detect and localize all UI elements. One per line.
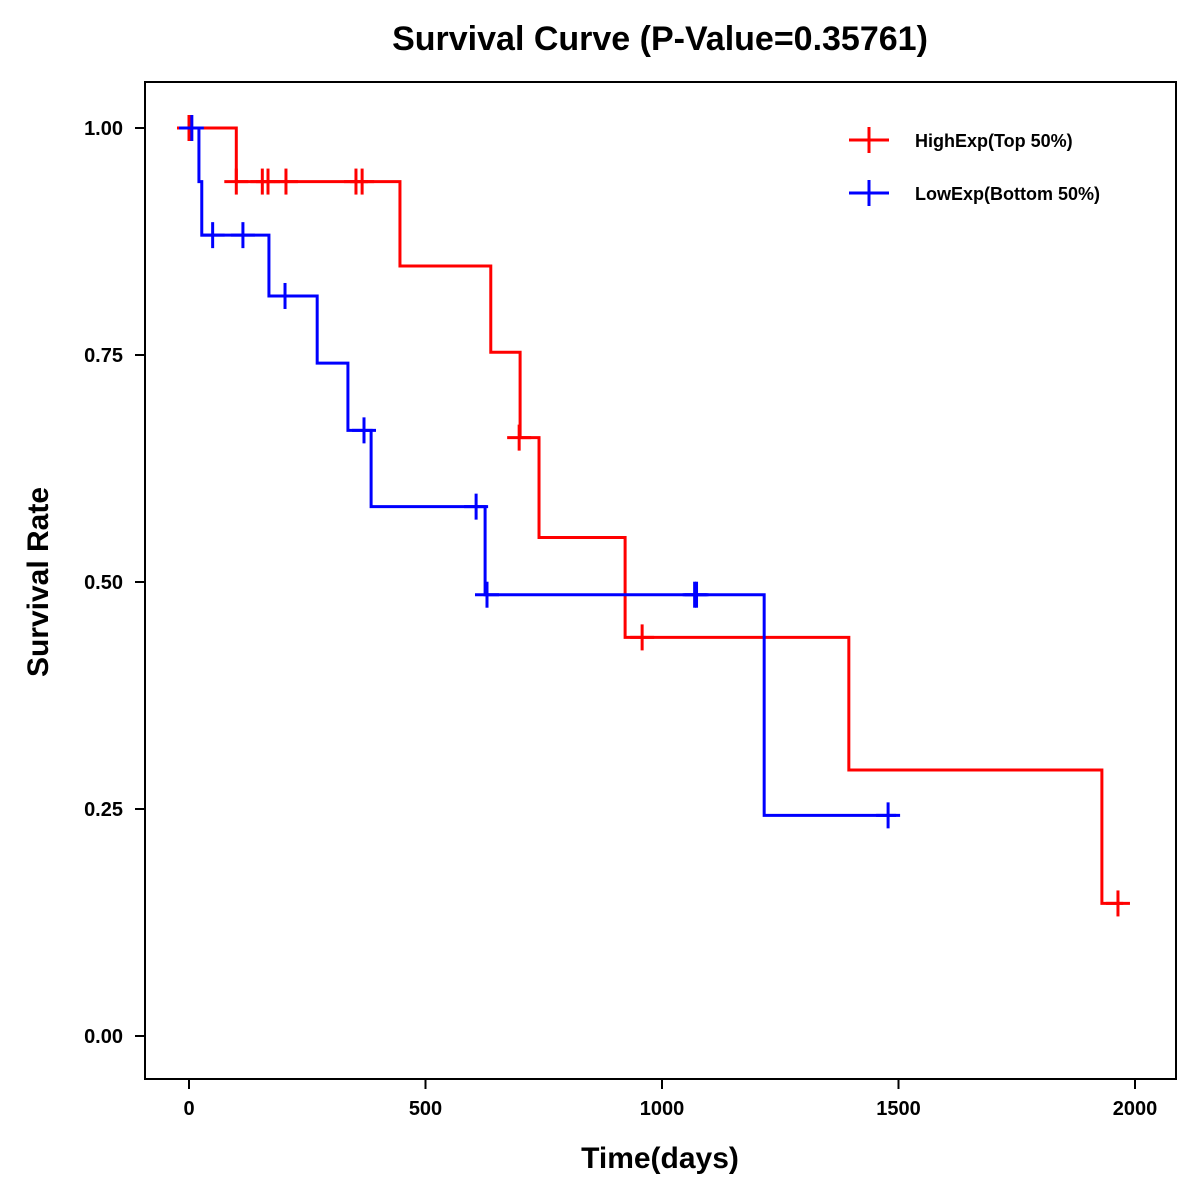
y-tick-label: 0.75: [84, 345, 123, 367]
x-axis-label: Time(days): [581, 1142, 739, 1175]
y-axis: 0.00 0.25 0.50 0.75 1.00: [84, 118, 145, 1048]
y-axis-label: Survival Rate: [22, 487, 55, 677]
censor-mark: [876, 802, 901, 829]
censor-mark: [464, 493, 489, 520]
censor-mark: [474, 581, 499, 608]
curves: [177, 115, 1130, 917]
censor-mark: [1105, 890, 1130, 917]
y-tick-label: 0.50: [84, 572, 123, 594]
censor-mark: [179, 115, 204, 141]
legend-label: LowExp(Bottom 50%): [915, 184, 1100, 204]
censor-mark: [224, 168, 249, 195]
x-tick-label: 1000: [640, 1098, 685, 1120]
censor-mark: [630, 624, 655, 651]
y-tick-label: 0.25: [84, 799, 123, 821]
survival-curve-line: [179, 126, 897, 817]
survival-curve-line: [179, 126, 1124, 905]
censor-mark: [230, 222, 255, 249]
x-tick-label: 1500: [876, 1098, 921, 1120]
legend-key-icon: [849, 127, 889, 153]
x-axis: 0 500 1000 1500 2000: [183, 1079, 1157, 1120]
censor-mark: [507, 424, 532, 451]
legend: HighExp(Top 50%) LowExp(Bottom 50%): [849, 127, 1100, 206]
legend-key-icon: [849, 180, 889, 206]
x-tick-label: 2000: [1113, 1098, 1158, 1120]
series-high-exp: [177, 115, 1130, 917]
legend-label: HighExp(Top 50%): [915, 131, 1073, 151]
censor-mark: [352, 417, 377, 444]
censor-mark: [273, 168, 298, 195]
y-tick-label: 1.00: [84, 118, 123, 140]
censor-mark: [273, 282, 298, 309]
series-low-exp: [179, 115, 901, 829]
legend-item: LowExp(Bottom 50%): [849, 180, 1100, 206]
x-tick-label: 0: [183, 1098, 194, 1120]
censor-mark: [350, 168, 375, 195]
chart-title: Survival Curve (P-Value=0.35761): [392, 20, 928, 58]
censor-mark: [200, 222, 225, 249]
x-tick-label: 500: [409, 1098, 442, 1120]
legend-item: HighExp(Top 50%): [849, 127, 1073, 153]
y-tick-label: 0.00: [84, 1026, 123, 1048]
censor-mark: [684, 581, 709, 608]
plot-frame: [144, 81, 1177, 1080]
